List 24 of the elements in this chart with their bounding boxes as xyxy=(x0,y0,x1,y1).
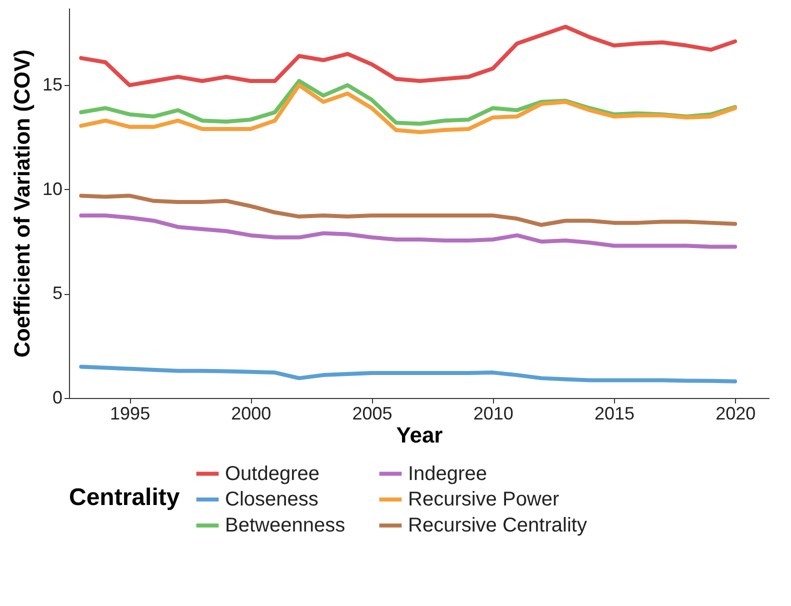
x-axis-title: Year xyxy=(396,422,444,448)
x-tick-label: 2010 xyxy=(473,404,514,424)
y-axis-title: Coefficient of Variation (COV) xyxy=(9,49,34,358)
legend-label: Recursive Power xyxy=(408,488,560,510)
legend-label: Recursive Centrality xyxy=(408,514,587,536)
x-tick-label: 1995 xyxy=(110,404,150,424)
x-tick-label: 2005 xyxy=(352,404,392,424)
line-series xyxy=(79,194,738,227)
y-tick-label: 5 xyxy=(52,283,62,304)
line-series xyxy=(79,214,738,249)
line-series xyxy=(79,364,738,384)
x-tick-label: 2015 xyxy=(594,404,635,424)
y-tick-label: 10 xyxy=(42,178,62,199)
line-series xyxy=(79,83,738,134)
legend-title: Centrality xyxy=(69,484,180,511)
y-tick-label: 15 xyxy=(42,74,62,95)
x-tick-label: 2020 xyxy=(716,404,756,424)
y-tick-label: 0 xyxy=(52,388,62,408)
line-series xyxy=(79,24,738,88)
x-tick-label: 2000 xyxy=(231,404,272,424)
legend-label: Outdegree xyxy=(225,462,320,485)
legend-label: Betweenness xyxy=(225,514,346,536)
legend-label: Closeness xyxy=(225,488,318,510)
legend-label: Indegree xyxy=(408,462,487,485)
